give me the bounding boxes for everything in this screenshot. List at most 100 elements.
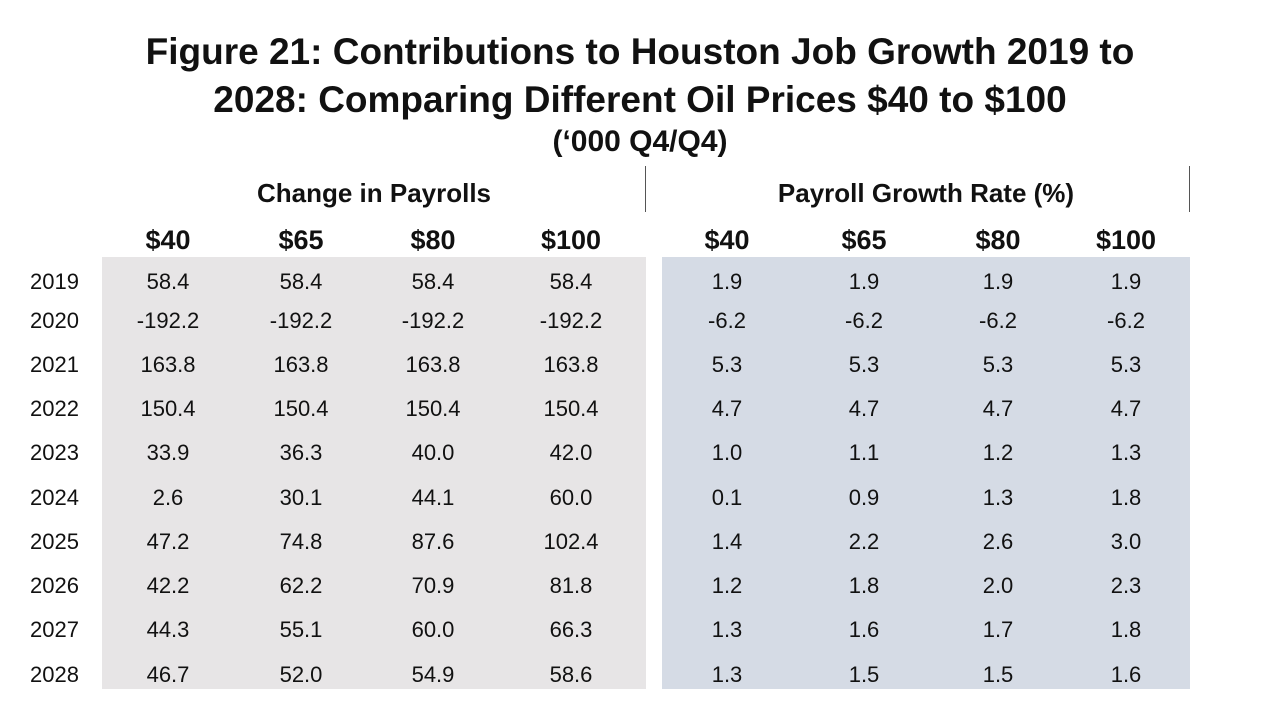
growth-rate-cell: 1.9 xyxy=(711,269,743,294)
payroll-change-cell: 102.4 xyxy=(543,529,599,554)
payroll-change-cell: 87.6 xyxy=(411,529,455,554)
row-year-label: 2026 xyxy=(30,573,79,598)
growth-rate-cell: 1.3 xyxy=(1110,440,1142,465)
growth-rate-cell: 1.9 xyxy=(1110,269,1142,294)
growth-rate-cell: 1.4 xyxy=(711,529,743,554)
table-row: 2019 58.4 58.4 58.4 58.4 1.9 1.9 1.9 1.9 xyxy=(0,262,1280,302)
figure-units: (‘000 Q4/Q4) xyxy=(552,125,728,158)
payroll-change-cell: -192.2 xyxy=(269,308,333,333)
growth-rate-cell: 1.3 xyxy=(982,485,1014,510)
growth-rate-cell: 5.3 xyxy=(848,352,880,377)
payroll-change-cell: 81.8 xyxy=(549,573,593,598)
payroll-change-cell: 42.0 xyxy=(549,440,593,465)
growth-rate-cell: 2.3 xyxy=(1110,573,1142,598)
payroll-change-cell: 150.4 xyxy=(405,396,461,421)
growth-group-header: Payroll Growth Rate (%) xyxy=(777,178,1075,208)
payroll-change-cell: 36.3 xyxy=(279,440,323,465)
column-header-payrolls-65: $65 xyxy=(278,225,324,255)
payroll-change-cell: -192.2 xyxy=(539,308,603,333)
growth-rate-cell: 1.1 xyxy=(848,440,880,465)
table-row: 2025 47.2 74.8 87.6 102.4 1.4 2.2 2.6 3.0 xyxy=(0,522,1280,562)
payroll-change-cell: 52.0 xyxy=(279,662,323,687)
payroll-change-cell: 60.0 xyxy=(411,617,455,642)
payroll-change-cell: 58.4 xyxy=(146,269,190,294)
payroll-change-cell: 150.4 xyxy=(543,396,599,421)
row-year-label: 2027 xyxy=(30,617,79,642)
column-header-growth-65: $65 xyxy=(841,225,887,255)
growth-rate-cell: 1.8 xyxy=(1110,617,1142,642)
growth-rate-cell: 1.5 xyxy=(848,662,880,687)
column-header-growth-80: $80 xyxy=(975,225,1021,255)
growth-rate-cell: 2.0 xyxy=(982,573,1014,598)
growth-rate-cell: 5.3 xyxy=(982,352,1014,377)
column-header-growth-40: $40 xyxy=(704,225,750,255)
growth-rate-cell: 5.3 xyxy=(1110,352,1142,377)
payroll-change-cell: 163.8 xyxy=(405,352,461,377)
growth-rate-cell: 1.9 xyxy=(982,269,1014,294)
payroll-change-cell: 58.4 xyxy=(279,269,323,294)
payrolls-shaded-panel xyxy=(102,257,646,689)
growth-rate-cell: 4.7 xyxy=(1110,396,1142,421)
payroll-change-cell: -192.2 xyxy=(401,308,465,333)
growth-rate-cell: 1.0 xyxy=(711,440,743,465)
growth-rate-cell: 3.0 xyxy=(1110,529,1142,554)
table-row: 2021 163.8 163.8 163.8 163.8 5.3 5.3 5.3 5.3 xyxy=(0,345,1280,385)
table-row: 2022 150.4 150.4 150.4 150.4 4.7 4.7 4.7 4.7 xyxy=(0,389,1280,429)
payroll-change-cell: 2.6 xyxy=(152,485,184,510)
growth-rate-cell: 1.3 xyxy=(711,662,743,687)
growth-rate-cell: 5.3 xyxy=(711,352,743,377)
growth-rate-cell: -6.2 xyxy=(979,308,1017,333)
growth-rate-cell: 2.2 xyxy=(848,529,880,554)
payroll-change-cell: 58.6 xyxy=(549,662,593,687)
group-divider xyxy=(645,166,646,212)
payroll-change-cell: 58.4 xyxy=(411,269,455,294)
right-divider xyxy=(1189,166,1190,212)
payroll-change-cell: 44.3 xyxy=(146,617,190,642)
payroll-change-cell: 62.2 xyxy=(279,573,323,598)
column-header-payrolls-40: $40 xyxy=(145,225,191,255)
payroll-change-cell: 163.8 xyxy=(140,352,196,377)
growth-rate-cell: -6.2 xyxy=(1107,308,1145,333)
table-row: 2023 33.9 36.3 40.0 42.0 1.0 1.1 1.2 1.3 xyxy=(0,433,1280,473)
table-row: 2020 -192.2 -192.2 -192.2 -192.2 -6.2 -6.2 -6.2… xyxy=(0,301,1280,341)
growth-rate-cell: 4.7 xyxy=(711,396,743,421)
payroll-change-cell: 150.4 xyxy=(140,396,196,421)
growth-rate-cell: 4.7 xyxy=(982,396,1014,421)
row-year-label: 2019 xyxy=(30,269,79,294)
figure-title-line-1: Figure 21: Contributions to Houston Job … xyxy=(145,31,1135,72)
payroll-change-cell: 150.4 xyxy=(273,396,329,421)
payroll-change-cell: 58.4 xyxy=(549,269,593,294)
payroll-change-cell: 60.0 xyxy=(549,485,593,510)
payroll-change-cell: 30.1 xyxy=(279,485,323,510)
growth-rate-cell: 1.8 xyxy=(848,573,880,598)
payroll-change-cell: 74.8 xyxy=(279,529,323,554)
payroll-change-cell: 40.0 xyxy=(411,440,455,465)
payroll-change-cell: 44.1 xyxy=(411,485,455,510)
payroll-change-cell: 163.8 xyxy=(273,352,329,377)
row-year-label: 2023 xyxy=(30,440,79,465)
payroll-change-cell: 70.9 xyxy=(411,573,455,598)
column-header-payrolls-100: $100 xyxy=(540,225,602,255)
growth-rate-cell: 1.8 xyxy=(1110,485,1142,510)
growth-rate-cell: 0.1 xyxy=(711,485,743,510)
growth-rate-cell: 1.6 xyxy=(1110,662,1142,687)
growth-rate-cell: 1.9 xyxy=(848,269,880,294)
growth-rate-cell: 0.9 xyxy=(848,485,880,510)
payroll-change-cell: 66.3 xyxy=(549,617,593,642)
growth-rate-cell: 1.3 xyxy=(711,617,743,642)
table-row: 2028 46.7 52.0 54.9 58.6 1.3 1.5 1.5 1.6 xyxy=(0,655,1280,695)
row-year-label: 2025 xyxy=(30,529,79,554)
growth-rate-cell: 1.6 xyxy=(848,617,880,642)
payroll-change-cell: -192.2 xyxy=(136,308,200,333)
payroll-change-cell: 33.9 xyxy=(146,440,190,465)
growth-rate-cell: 4.7 xyxy=(848,396,880,421)
row-year-label: 2020 xyxy=(30,308,79,333)
payroll-change-cell: 42.2 xyxy=(146,573,190,598)
figure-title-line-2: 2028: Comparing Different Oil Prices $40… xyxy=(213,79,1067,120)
table-row: 2024 2.6 30.1 44.1 60.0 0.1 0.9 1.3 1.8 xyxy=(0,478,1280,518)
payrolls-group-header: Change in Payrolls xyxy=(256,178,492,208)
row-year-label: 2021 xyxy=(30,352,79,377)
row-year-label: 2024 xyxy=(30,485,79,510)
table-row: 2026 42.2 62.2 70.9 81.8 1.2 1.8 2.0 2.3 xyxy=(0,566,1280,606)
growth-rate-cell: 2.6 xyxy=(982,529,1014,554)
